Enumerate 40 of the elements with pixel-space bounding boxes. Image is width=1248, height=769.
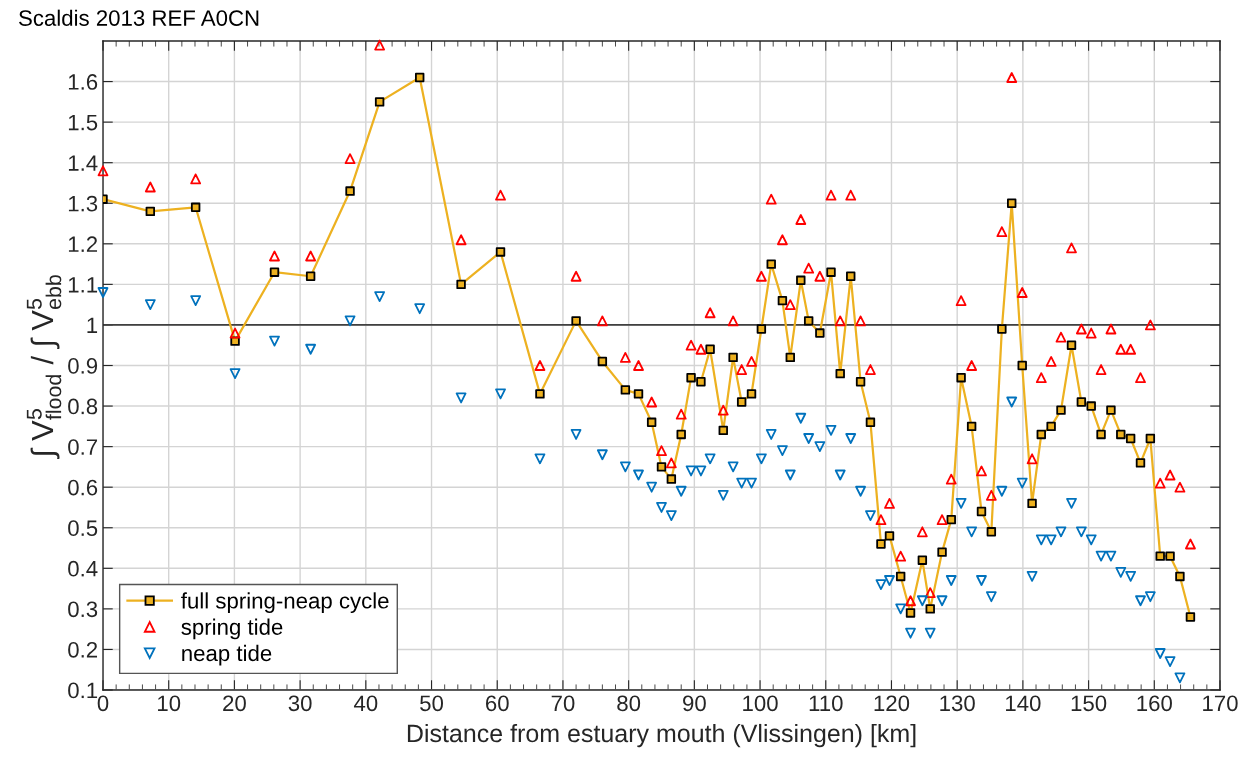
x-tick-label: 20 <box>223 695 246 712</box>
x-axis-title: Distance from estuary mouth (Vlissingen) [km] <box>407 723 916 748</box>
y-tick-label: 0.6 <box>68 479 98 496</box>
x-tick-label: 60 <box>486 695 509 712</box>
x-tick-label: 120 <box>874 695 910 712</box>
y-tick-label: 1.2 <box>68 236 98 252</box>
x-tick-label: 10 <box>158 695 181 712</box>
y-tick-label: 0.3 <box>68 601 98 618</box>
legend-label: full spring-neap cycle <box>181 592 389 614</box>
x-tick-label: 50 <box>420 695 444 712</box>
x-tick-label: 90 <box>683 695 706 712</box>
x-tick-label: 130 <box>940 695 975 712</box>
x-tick-label: 140 <box>1006 695 1041 712</box>
x-tick-label: 160 <box>1137 695 1172 712</box>
y-tick-label: 1.3 <box>68 195 98 212</box>
y-axis-title: ∫ V$^{5}$$_{flood}$ / ∫ V$^{5}$$_{ebb}$ <box>26 275 62 460</box>
y-tick-label: 0.7 <box>68 439 98 455</box>
y-tick-label: 1.4 <box>68 155 98 171</box>
y-tick-label: 0.2 <box>68 641 98 658</box>
y-tick-label: 1.5 <box>68 114 98 131</box>
x-tick-label: 70 <box>551 695 575 712</box>
y-tick-label: 0.9 <box>68 358 98 374</box>
x-tick-label: 80 <box>617 695 641 712</box>
x-tick-label: 0 <box>97 695 109 712</box>
legend-label: neap tide <box>182 644 272 666</box>
y-tick-label: 0.1 <box>68 682 98 699</box>
y-tick-label: 0.5 <box>68 520 98 537</box>
y-tick-label: 0.8 <box>68 398 98 415</box>
chart-title: Scaldis 2013 REF A0CN <box>19 9 259 26</box>
x-tick-label: 170 <box>1203 695 1238 712</box>
x-tick-label: 30 <box>288 695 312 712</box>
x-tick-label: 150 <box>1071 695 1107 712</box>
y-tick-label: 0.4 <box>68 560 98 577</box>
y-tick-label: 1.6 <box>68 74 98 90</box>
x-tick-label: 110 <box>809 695 843 712</box>
y-tick-label: 1.1 <box>68 277 98 293</box>
x-tick-label: 100 <box>743 695 778 712</box>
legend-label: spring tide <box>181 618 283 640</box>
x-tick-label: 40 <box>353 695 378 712</box>
y-tick-label: 1 <box>87 317 98 333</box>
